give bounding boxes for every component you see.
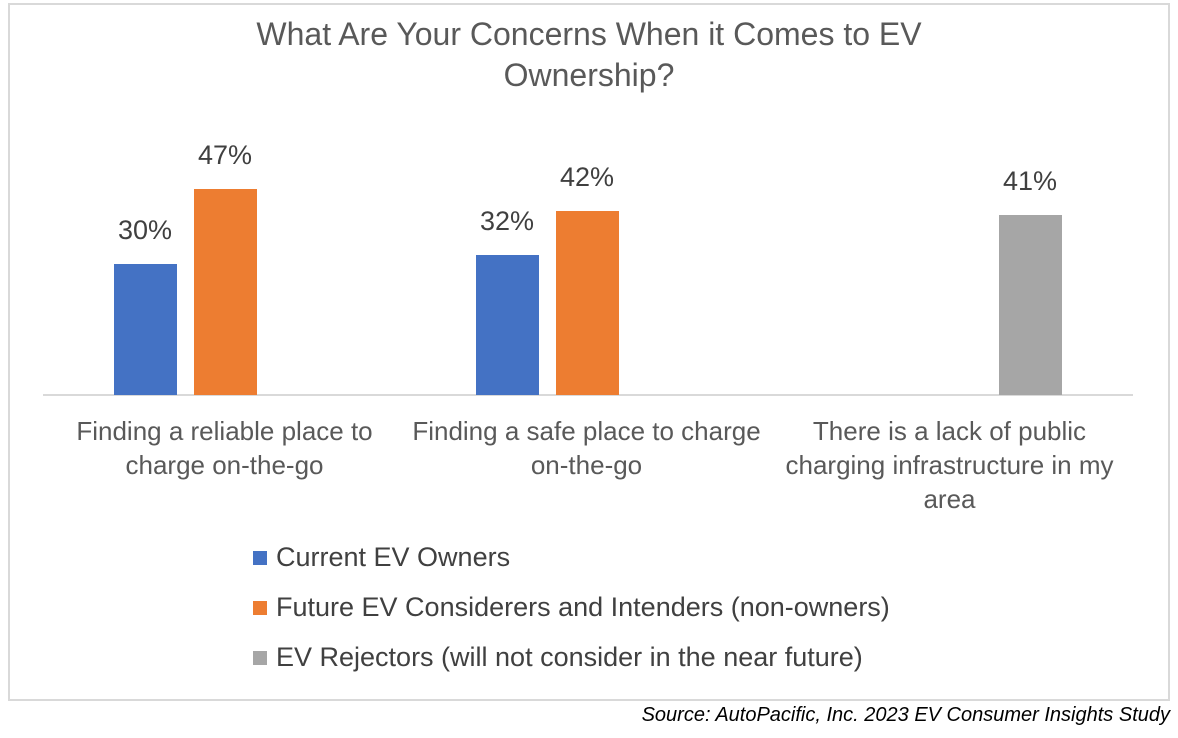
category-label: Finding a safe place to charge on-the-go bbox=[412, 416, 761, 480]
bar-series0-cat0 bbox=[114, 264, 177, 395]
legend-item-label: EV Rejectors (will not consider in the n… bbox=[276, 642, 863, 672]
bar-series1-cat0 bbox=[194, 189, 257, 395]
data-label: 41% bbox=[1002, 166, 1058, 196]
source-note: Source: AutoPacific, Inc. 2023 EV Consum… bbox=[641, 704, 1170, 726]
bar-series2-cat2 bbox=[999, 215, 1062, 395]
legend-item: EV Rejectors (will not consider in the n… bbox=[253, 642, 890, 672]
x-axis-baseline bbox=[43, 394, 1133, 396]
legend: Current EV Owners Future EV Considerers a… bbox=[253, 542, 890, 693]
legend-item: Current EV Owners bbox=[253, 542, 890, 572]
legend-item-label: Future EV Considerers and Intenders (non… bbox=[276, 592, 890, 622]
category-label: There is a lack of public charging infra… bbox=[785, 416, 1114, 514]
data-label: 32% bbox=[479, 206, 535, 236]
data-label: 30% bbox=[117, 215, 173, 245]
bar-series0-cat1 bbox=[476, 255, 539, 395]
data-label: 47% bbox=[197, 140, 253, 170]
data-label: 42% bbox=[559, 162, 615, 192]
legend-marker-icon bbox=[253, 600, 267, 615]
legend-marker-icon bbox=[253, 550, 267, 565]
legend-item: Future EV Considerers and Intenders (non… bbox=[253, 592, 890, 622]
legend-marker-icon bbox=[253, 650, 267, 665]
bar-series1-cat1 bbox=[556, 211, 619, 395]
category-label: Finding a reliable place to charge on-th… bbox=[76, 416, 373, 480]
legend-item-label: Current EV Owners bbox=[276, 542, 511, 572]
chart-title: What Are Your Concerns When it Comes to … bbox=[256, 16, 922, 93]
